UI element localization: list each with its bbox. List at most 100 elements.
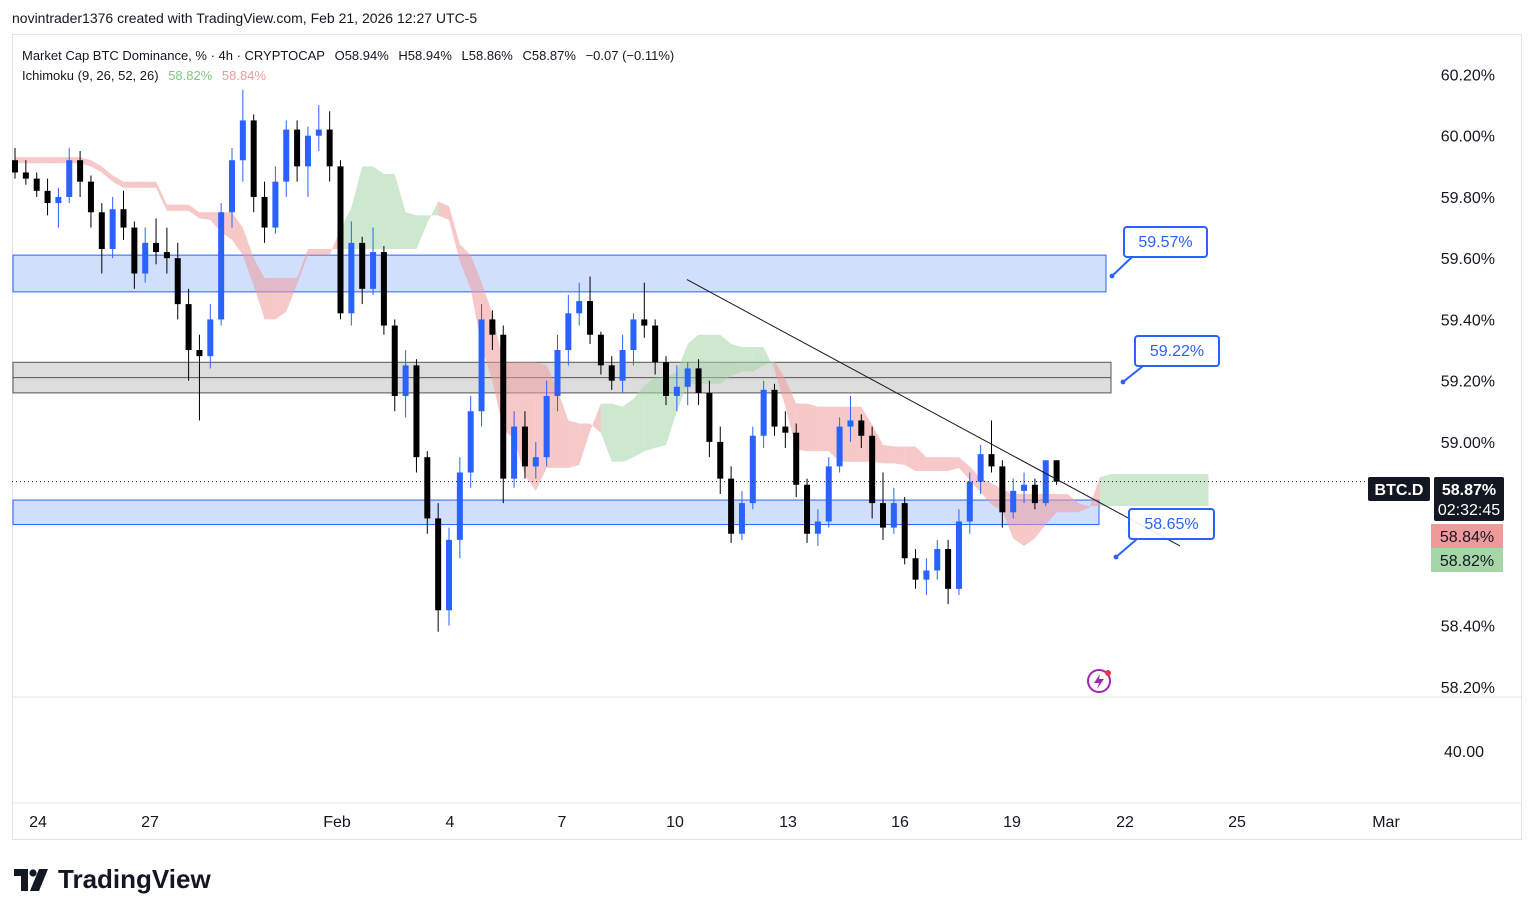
candle-body[interactable] bbox=[163, 252, 170, 259]
candle-body[interactable] bbox=[55, 196, 62, 204]
candle-body[interactable] bbox=[33, 178, 40, 191]
candle-body[interactable] bbox=[684, 368, 691, 387]
candle-body[interactable] bbox=[380, 252, 387, 326]
candle-body[interactable] bbox=[543, 395, 550, 458]
candle-body[interactable] bbox=[77, 160, 84, 182]
candle-body[interactable] bbox=[695, 368, 702, 393]
symbol-tag[interactable]: BTC.D bbox=[1368, 477, 1430, 501]
candle-body[interactable] bbox=[66, 160, 73, 197]
candle-body[interactable] bbox=[1010, 490, 1017, 513]
candle-body[interactable] bbox=[652, 325, 659, 363]
candle-body[interactable] bbox=[1031, 484, 1038, 504]
candle-body[interactable] bbox=[272, 181, 279, 228]
candle-body[interactable] bbox=[207, 319, 214, 357]
candle-body[interactable] bbox=[153, 242, 160, 253]
candle-body[interactable] bbox=[326, 129, 333, 167]
candle-body[interactable] bbox=[174, 258, 181, 305]
candle-body[interactable] bbox=[98, 212, 105, 250]
candle-body[interactable] bbox=[131, 227, 138, 274]
candle-body[interactable] bbox=[456, 472, 463, 540]
candle-body[interactable] bbox=[304, 135, 311, 167]
candle-body[interactable] bbox=[749, 435, 756, 504]
candle-body[interactable] bbox=[641, 319, 648, 326]
tradingview-logo[interactable]: TradingView bbox=[14, 864, 211, 895]
candle-body[interactable] bbox=[576, 301, 583, 314]
candle-body[interactable] bbox=[619, 350, 626, 381]
candle-body[interactable] bbox=[370, 252, 377, 289]
candle-body[interactable] bbox=[142, 242, 149, 274]
candle-body[interactable] bbox=[869, 435, 876, 504]
candle-body[interactable] bbox=[934, 549, 941, 571]
candle-body[interactable] bbox=[120, 209, 127, 228]
candle-body[interactable] bbox=[87, 181, 94, 213]
candle-body[interactable] bbox=[511, 426, 518, 479]
candle-body[interactable] bbox=[359, 242, 366, 289]
candle-body[interactable] bbox=[988, 454, 995, 467]
candle-body[interactable] bbox=[12, 160, 18, 173]
candle-body[interactable] bbox=[847, 420, 854, 427]
candle-body[interactable] bbox=[239, 120, 246, 161]
candle-body[interactable] bbox=[706, 392, 713, 442]
last-price-tag[interactable]: 58.87% 02:32:45 bbox=[1434, 477, 1504, 521]
candle-body[interactable] bbox=[565, 313, 572, 351]
zone-rect-1[interactable] bbox=[12, 254, 1107, 293]
candle-body[interactable] bbox=[337, 166, 344, 314]
candle-body[interactable] bbox=[478, 319, 485, 412]
candle-body[interactable] bbox=[858, 420, 865, 436]
candle-body[interactable] bbox=[782, 426, 789, 433]
trendline[interactable] bbox=[686, 279, 1181, 547]
candle-body[interactable] bbox=[446, 539, 452, 611]
candle-body[interactable] bbox=[250, 120, 257, 197]
price-callout-2[interactable]: 59.22% bbox=[1120, 335, 1220, 385]
candle-body[interactable] bbox=[608, 365, 615, 381]
candle-body[interactable] bbox=[999, 466, 1006, 513]
candle-body[interactable] bbox=[728, 478, 735, 534]
candle-body[interactable] bbox=[185, 304, 192, 351]
candle-body[interactable] bbox=[261, 196, 268, 228]
candle-body[interactable] bbox=[348, 242, 355, 314]
candle-body[interactable] bbox=[554, 350, 561, 396]
candle-body[interactable] bbox=[109, 209, 116, 250]
candle-body[interactable] bbox=[218, 212, 225, 320]
candle-body[interactable] bbox=[413, 365, 420, 458]
candle-body[interactable] bbox=[923, 570, 930, 580]
candle-body[interactable] bbox=[435, 518, 442, 611]
candle-body[interactable] bbox=[1053, 460, 1060, 482]
candle-body[interactable] bbox=[673, 386, 680, 396]
candle-body[interactable] bbox=[771, 389, 778, 427]
candle-body[interactable] bbox=[500, 334, 507, 479]
candle-body[interactable] bbox=[424, 457, 431, 519]
candle-body[interactable] bbox=[283, 129, 290, 182]
candle-body[interactable] bbox=[760, 389, 767, 436]
candle-body[interactable] bbox=[717, 441, 724, 479]
candle-body[interactable] bbox=[955, 521, 962, 589]
price-callout-1[interactable]: 59.57% bbox=[1109, 226, 1208, 279]
candle-body[interactable] bbox=[489, 319, 496, 335]
candle-body[interactable] bbox=[467, 411, 474, 473]
candle-body[interactable] bbox=[793, 432, 800, 485]
candle-body[interactable] bbox=[945, 549, 952, 589]
legend-indicator-row[interactable]: Ichimoku (9, 26, 52, 26) 58.82% 58.84% bbox=[22, 66, 680, 86]
candle-body[interactable] bbox=[630, 319, 637, 351]
candle-body[interactable] bbox=[825, 466, 832, 522]
candle-body[interactable] bbox=[44, 190, 51, 204]
candle-body[interactable] bbox=[1042, 460, 1049, 504]
candle-body[interactable] bbox=[402, 365, 409, 396]
candle-body[interactable] bbox=[22, 172, 29, 179]
candle-body[interactable] bbox=[836, 426, 843, 467]
candle-body[interactable] bbox=[912, 558, 919, 580]
flash-icon[interactable] bbox=[1087, 669, 1111, 693]
candle-body[interactable] bbox=[532, 457, 539, 467]
candle-body[interactable] bbox=[315, 129, 322, 136]
candle-body[interactable] bbox=[738, 503, 745, 534]
candle-body[interactable] bbox=[804, 484, 811, 534]
candle-body[interactable] bbox=[587, 301, 594, 335]
candle-body[interactable] bbox=[890, 503, 897, 528]
candle-body[interactable] bbox=[880, 503, 886, 528]
candle-body[interactable] bbox=[901, 503, 908, 559]
legend-main-row[interactable]: Market Cap BTC Dominance, % · 4h · CRYPT… bbox=[22, 46, 680, 66]
candle-body[interactable] bbox=[814, 521, 821, 534]
candle-body[interactable] bbox=[521, 426, 528, 467]
candle-body[interactable] bbox=[977, 454, 984, 482]
